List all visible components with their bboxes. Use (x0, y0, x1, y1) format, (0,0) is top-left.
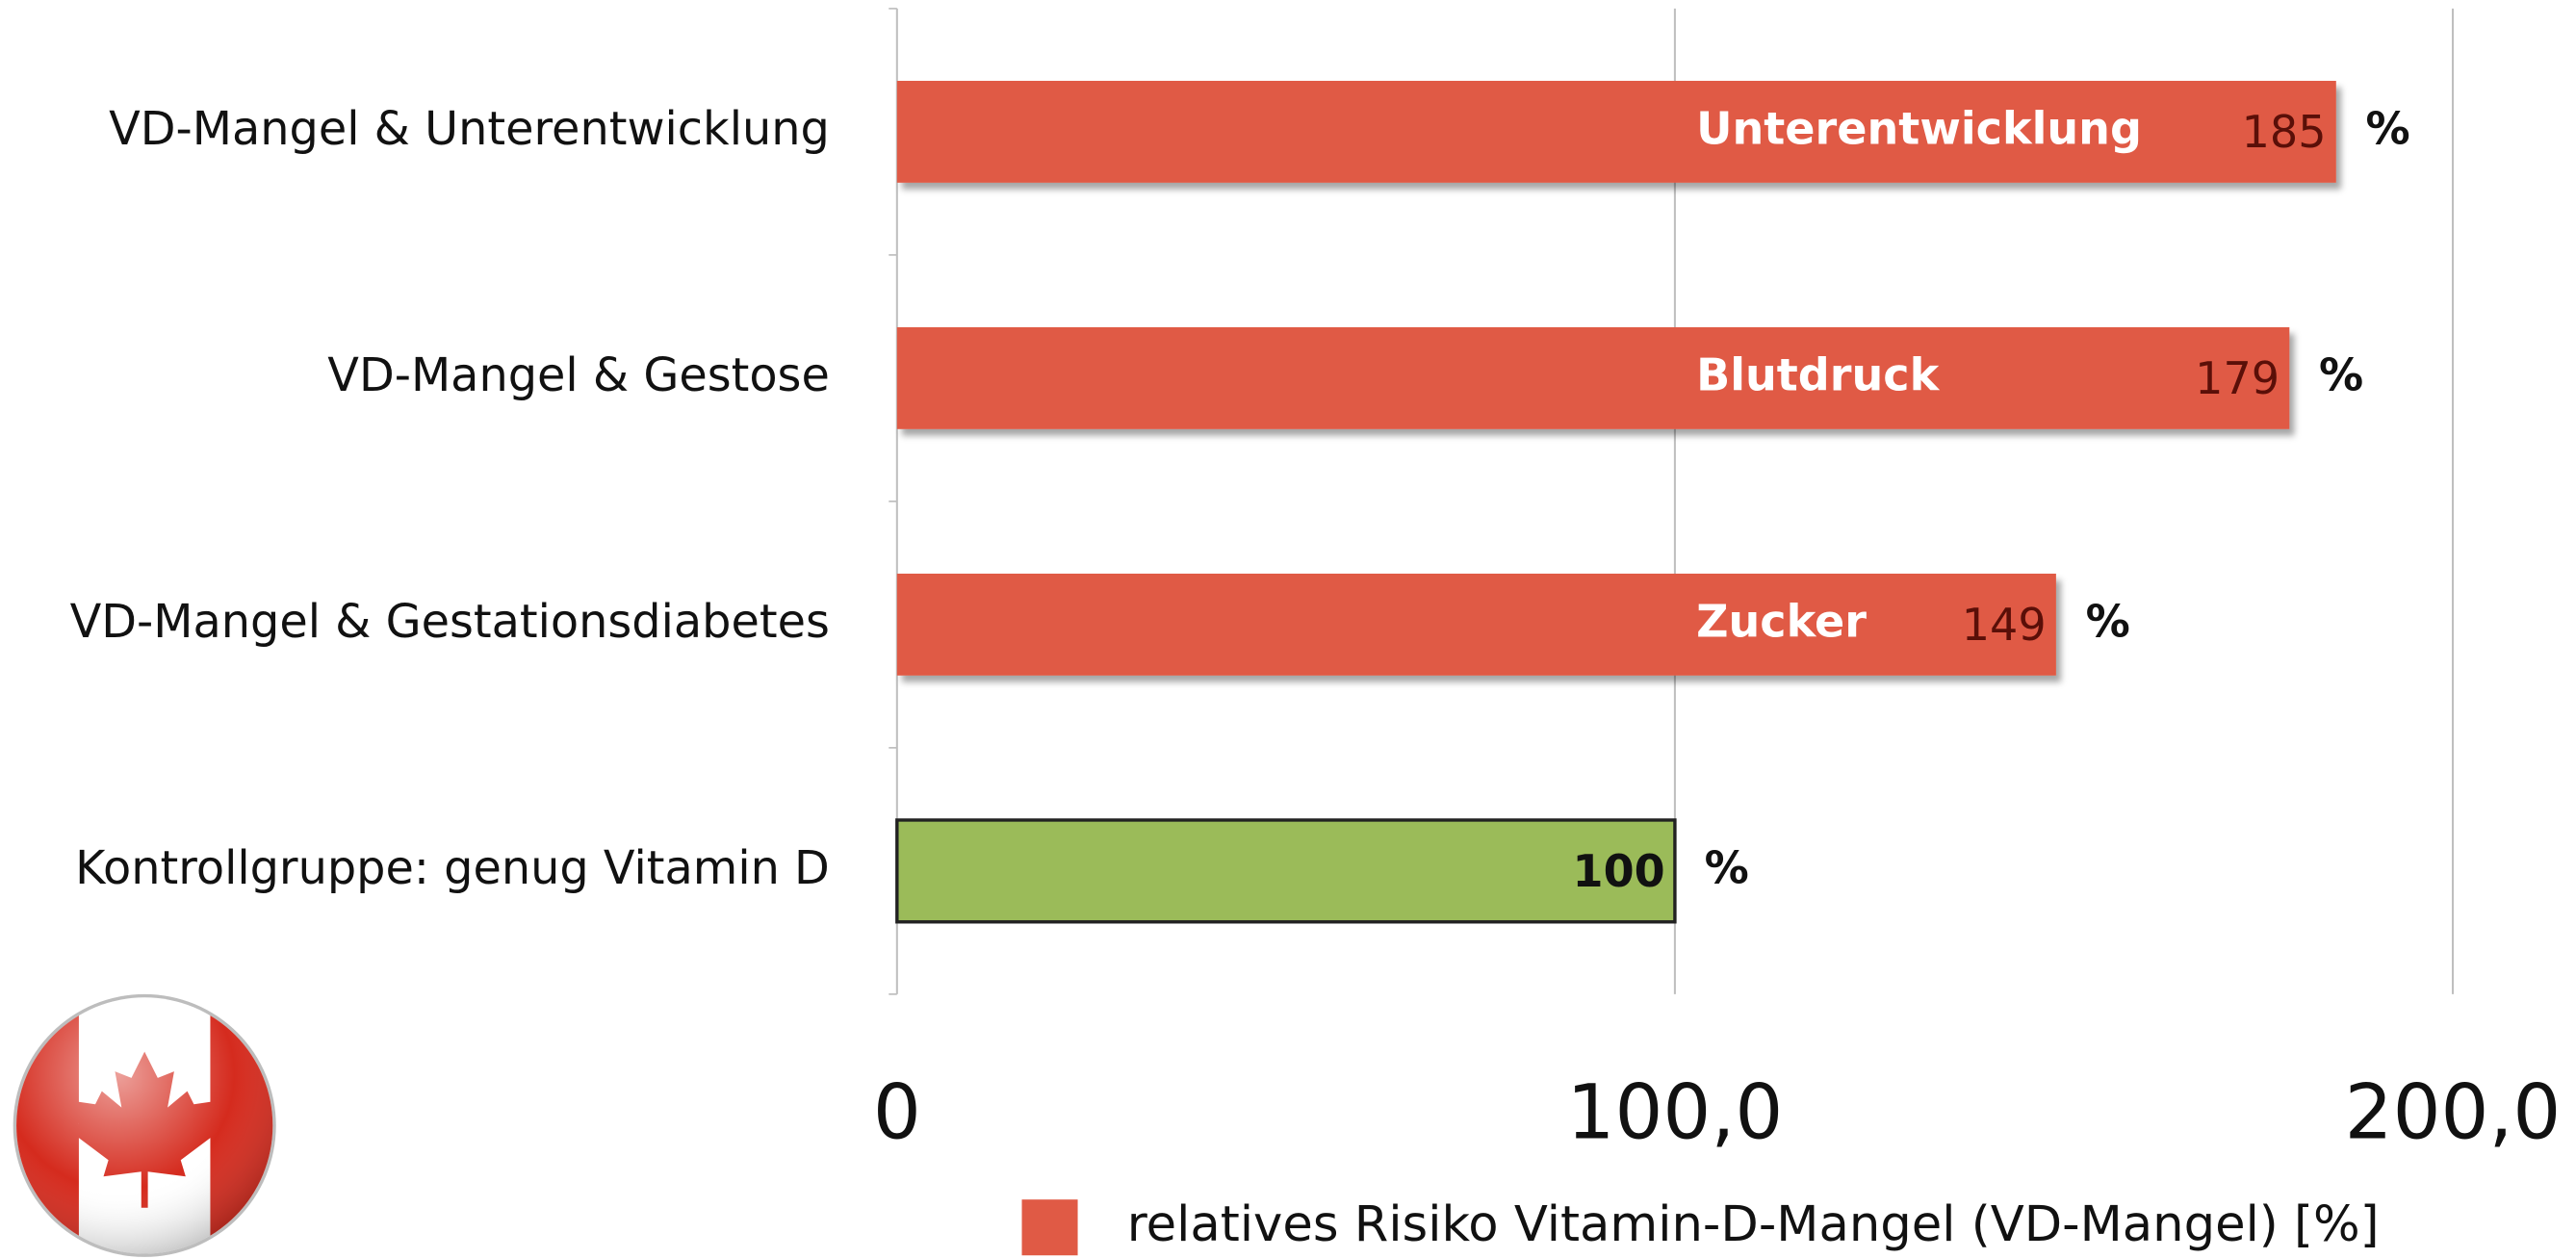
x-tick-label: 0 (873, 1067, 921, 1156)
bar-label: Unterentwicklung (1696, 102, 2142, 154)
unit-label: % (2319, 348, 2363, 400)
category-label: VD-Mangel & Gestose (327, 349, 830, 402)
bar (896, 80, 2336, 183)
unit-label: % (2366, 102, 2410, 154)
bar (896, 326, 2290, 429)
bar-label: Blutdruck (1696, 348, 1940, 400)
x-tick-label: 200,0 (2345, 1067, 2562, 1156)
category-label: VD-Mangel & Gestationsdiabetes (70, 596, 830, 649)
bar (895, 818, 1677, 924)
unit-label: % (1705, 841, 1749, 893)
value-label: 185 (2242, 106, 2327, 158)
category-label: VD-Mangel & Unterentwicklung (109, 103, 830, 156)
value-label: 179 (2195, 352, 2280, 404)
value-label: 149 (1962, 599, 2047, 651)
legend-swatch (1021, 1199, 1078, 1256)
bar-label: Zucker (1696, 595, 1867, 647)
value-label: 100 (1573, 845, 1665, 897)
legend-label: relatives Risiko Vitamin-D-Mangel (VD-Ma… (1127, 1195, 2380, 1253)
x-tick-label: 100,0 (1567, 1067, 1784, 1156)
canada-flag (13, 993, 276, 1257)
category-label: Kontrollgruppe: genug Vitamin D (75, 842, 830, 895)
unit-label: % (2086, 595, 2130, 647)
bar (896, 573, 2056, 676)
